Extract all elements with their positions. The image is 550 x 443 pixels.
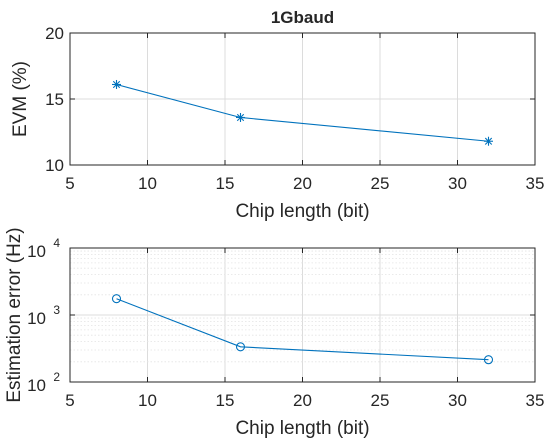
x-tick-label: 35 [526,174,545,193]
data-point-marker [111,294,122,304]
x-tick-label: 5 [65,174,74,193]
top-y-axis-label: EVM (%) [10,61,31,137]
x-tick-label: 15 [216,391,235,410]
x-tick-label: 20 [293,174,312,193]
x-tick-label: 30 [448,174,467,193]
y-tick-label-exponent: 3 [53,303,60,317]
y-tick-label: 10 [27,309,46,328]
bottom-y-axis-label: Estimation error (Hz) [4,227,25,402]
bottom-series-line [116,298,489,361]
y-tick-label: 10 [27,376,46,395]
x-tick-label: 35 [526,391,545,410]
data-point-marker [112,79,121,89]
x-tick-label: 15 [216,174,235,193]
y-tick-label: 10 [45,156,64,175]
x-tick-label: 25 [371,174,390,193]
data-point-marker [235,342,246,352]
x-tick-label: 5 [65,391,74,410]
x-tick-label: 20 [293,391,312,410]
y-tick-label-exponent: 4 [53,236,60,250]
x-tick-label: 10 [138,174,157,193]
bottom-x-axis-label: Chip length (bit) [235,418,369,439]
estimation-error-plot: 5 10 15 20 25 30 35 10 2 10 3 10 4 Chip length (bit) E… [4,227,544,439]
x-tick-label: 25 [371,391,390,410]
top-x-axis-label: Chip length (bit) [235,201,369,222]
y-tick-label: 15 [45,90,64,109]
data-point-marker [484,136,493,146]
x-tick-label: 30 [448,391,467,410]
y-tick-label: 10 [27,242,46,261]
chart-title: 1Gbaud [271,8,334,27]
data-point-marker [236,112,245,122]
data-point-marker [483,355,494,365]
x-tick-label: 10 [138,391,157,410]
y-tick-label-exponent: 2 [53,370,60,384]
y-tick-label: 20 [45,24,64,43]
